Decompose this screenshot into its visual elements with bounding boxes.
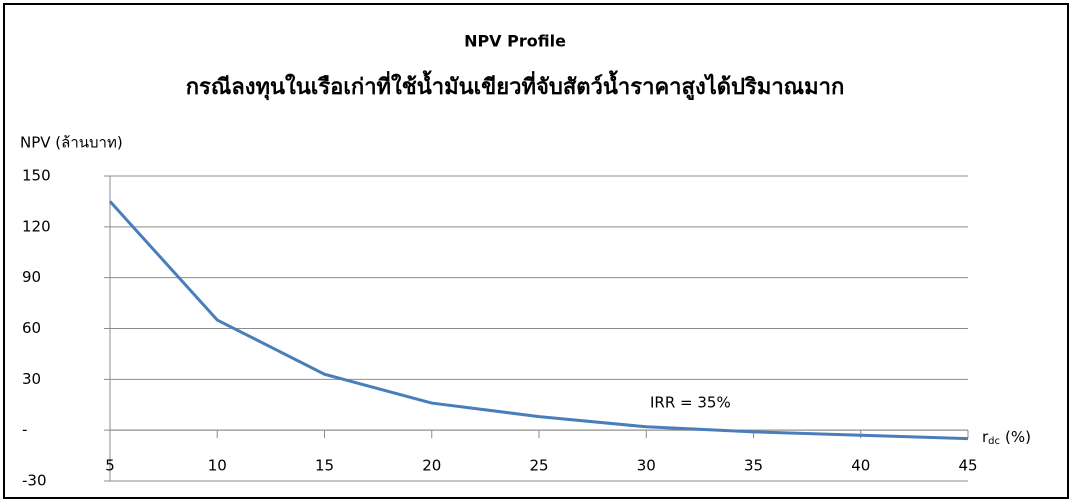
y-tick-label: 30 — [22, 370, 41, 388]
x-tick-label: 45 — [958, 457, 977, 475]
annotation: IRR = 35% — [650, 394, 731, 412]
y-tick-label: - — [22, 421, 27, 439]
y-tick-label: 120 — [22, 217, 51, 235]
data-line — [108, 200, 969, 441]
x-axis-label-unit: (%) — [1005, 428, 1031, 446]
y-tick-label: 150 — [22, 167, 51, 185]
x-axis-label-main: r — [982, 428, 989, 446]
x-axis-label-sub: dc — [988, 436, 1000, 447]
x-tick-label: 35 — [744, 457, 763, 475]
x-axis-label: rdc (%) — [982, 428, 1031, 448]
x-tick-label: 25 — [529, 457, 548, 475]
y-tick-label: 60 — [22, 319, 41, 337]
y-axis-label: NPV (ล้านบาท) — [20, 134, 123, 152]
y-tick-label: 90 — [22, 268, 41, 286]
chart-subtitle: กรณีลงทุนในเรือเก่าที่ใช้น้ำมันเขียวที่จ… — [186, 70, 845, 101]
x-tick-label: 15 — [315, 457, 334, 475]
y-tick-label: -30 — [22, 472, 47, 490]
x-tick-label: 30 — [637, 457, 656, 475]
x-tick-label: 40 — [851, 457, 870, 475]
chart-title: NPV Profile — [464, 32, 566, 51]
x-tick-label: 20 — [422, 457, 441, 475]
x-tick-label: 10 — [208, 457, 227, 475]
x-tick-label: 5 — [105, 457, 115, 475]
